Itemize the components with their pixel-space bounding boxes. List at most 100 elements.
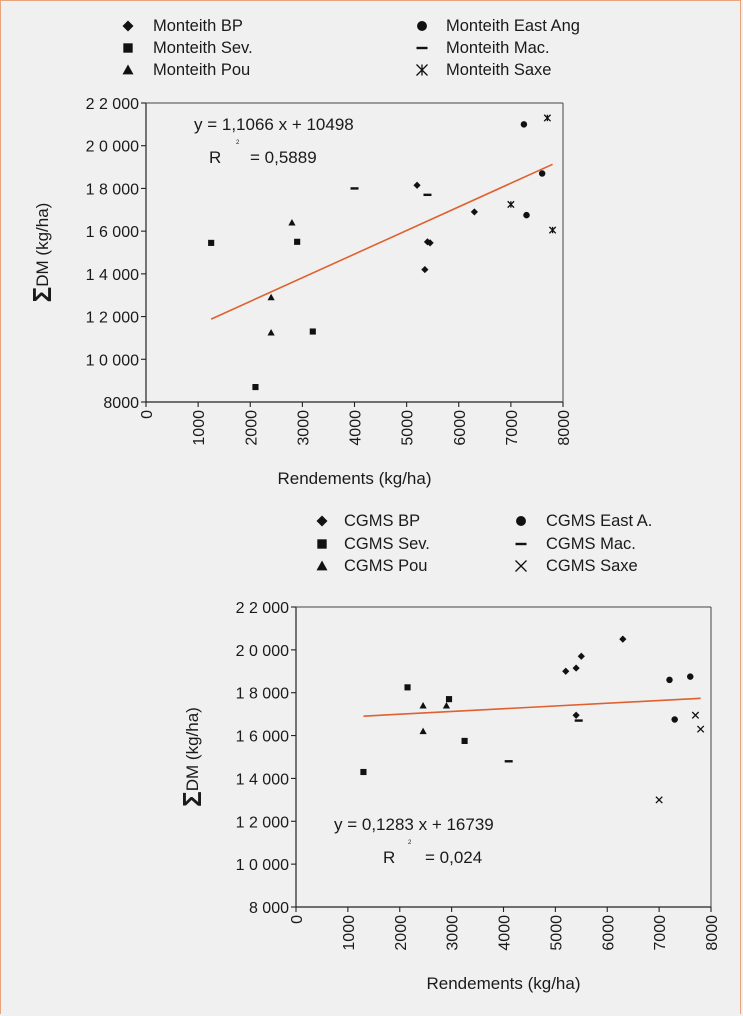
y-tick-label: 1 2 000: [236, 814, 289, 831]
data-point: [419, 727, 427, 735]
r-squared-exponent: 2: [408, 840, 412, 846]
data-point: [696, 725, 705, 733]
x-axis-label: Rendements (kg/ha): [277, 469, 431, 488]
data-point: [419, 701, 427, 709]
series-square: [360, 684, 468, 776]
x-axis-label: Rendements (kg/ha): [426, 974, 580, 993]
legend-label: CGMS BP: [344, 512, 420, 530]
data-point: [360, 768, 367, 776]
chart-2: CGMS BP CGMS Sev. CGMS Pou CGMS East A. CGMS…: [177, 512, 721, 993]
data-point: [423, 238, 432, 246]
dash-shape: [350, 187, 359, 190]
y-tick-label: 1 0 000: [86, 352, 139, 369]
y-axis-label-text: DM (kg/ha): [33, 203, 52, 287]
data-point: [252, 383, 259, 391]
dash-shape: [423, 193, 432, 197]
regression-equation: y = 0,1283 x + 16739: [334, 815, 494, 834]
data-point: [507, 200, 515, 209]
square-shape: [123, 43, 133, 53]
data-point: [687, 673, 694, 680]
x-tick-label: 0: [289, 915, 306, 924]
x-tick-label: 0: [139, 410, 156, 419]
regression-equation: y = 1,1066 x + 10498: [194, 115, 354, 134]
data-point: [538, 170, 546, 177]
data-point: [421, 265, 429, 274]
legend-item: CGMS Saxe: [515, 557, 638, 575]
asterisk-shape: [416, 64, 428, 76]
y-tick-label: 1 4 000: [86, 267, 139, 284]
y-tick-label: 1 6 000: [86, 224, 139, 241]
data-point: [445, 696, 453, 703]
diamond-legend-marker: [316, 515, 328, 527]
dash-shape: [416, 46, 428, 50]
data-point: [655, 796, 663, 804]
data-point: [562, 667, 570, 675]
diamond-shape: [122, 20, 134, 32]
x-tick-label: 4000: [348, 410, 365, 446]
asterisk-shape: [548, 226, 557, 234]
circle-legend-marker: [516, 516, 526, 526]
legend-item: CGMS Pou: [316, 557, 427, 575]
diamond-shape: [423, 238, 432, 246]
data-point: [404, 684, 411, 691]
r-squared-value: = 0,5889: [250, 148, 317, 167]
legend-item: CGMS Sev.: [317, 535, 430, 553]
data-point: [691, 711, 700, 719]
triangle-shape: [419, 701, 427, 709]
x-tick-label: 1000: [191, 410, 208, 446]
trendline: [363, 697, 701, 717]
data-point: [470, 208, 478, 216]
legend-label: CGMS Sev.: [344, 535, 430, 553]
r-squared-exponent: 2: [236, 140, 240, 146]
square-legend-marker: [317, 539, 327, 549]
data-point: [442, 701, 451, 709]
cross-shape: [696, 725, 705, 733]
data-point: [574, 719, 583, 722]
square-shape: [208, 239, 215, 246]
data-point: [288, 219, 296, 226]
legend-item: CGMS BP: [316, 512, 420, 530]
y-tick-label: 1 2 000: [86, 310, 139, 327]
series-circle: [666, 673, 694, 723]
x-tick-label: 1000: [341, 915, 358, 951]
circle-shape: [538, 170, 546, 177]
diamond-shape: [619, 635, 627, 643]
legend-item: Monteith Sev.: [123, 39, 253, 57]
y-tick-label: 2 0 000: [86, 139, 139, 156]
x-tick-label: 2000: [393, 915, 410, 951]
y-tick-label: 2 2 000: [86, 96, 139, 113]
data-point: [523, 211, 530, 219]
r-squared-value: = 0,024: [425, 848, 482, 867]
triangle-legend-marker: [122, 64, 134, 75]
x-tick-label: 2000: [243, 410, 260, 446]
legend: CGMS BP CGMS Sev. CGMS Pou CGMS East A. CGMS…: [316, 512, 652, 575]
x-tick-label: 6000: [452, 410, 469, 446]
diamond-shape: [470, 208, 478, 216]
data-point: [350, 187, 359, 190]
triangle-shape: [267, 293, 275, 301]
square-shape: [309, 328, 316, 335]
data-point: [543, 114, 552, 122]
data-point: [294, 238, 301, 245]
data-point: [577, 652, 585, 660]
triangle-shape: [419, 727, 427, 735]
x-tick-label: 4000: [497, 915, 514, 951]
circle-shape: [666, 676, 673, 684]
square-shape: [294, 238, 301, 245]
y-tick-label: 1 4 000: [236, 771, 289, 788]
y-tick-label: 2 0 000: [236, 643, 289, 660]
dash-legend-marker: [515, 542, 527, 546]
y-tick-label: 1 8 000: [86, 181, 139, 198]
x-tick-label: 5000: [548, 915, 565, 951]
circle-shape: [516, 516, 526, 526]
square-shape: [360, 768, 367, 776]
x-tick-label: 7000: [504, 410, 521, 446]
diamond-legend-marker: [122, 20, 134, 32]
cross-shape: [515, 560, 527, 572]
sigma-symbol: Σ: [27, 287, 57, 303]
x-tick-label: 8000: [704, 915, 721, 951]
y-tick-label: 2 2 000: [236, 600, 289, 617]
y-axis-label: ΣDM (kg/ha): [27, 203, 57, 303]
